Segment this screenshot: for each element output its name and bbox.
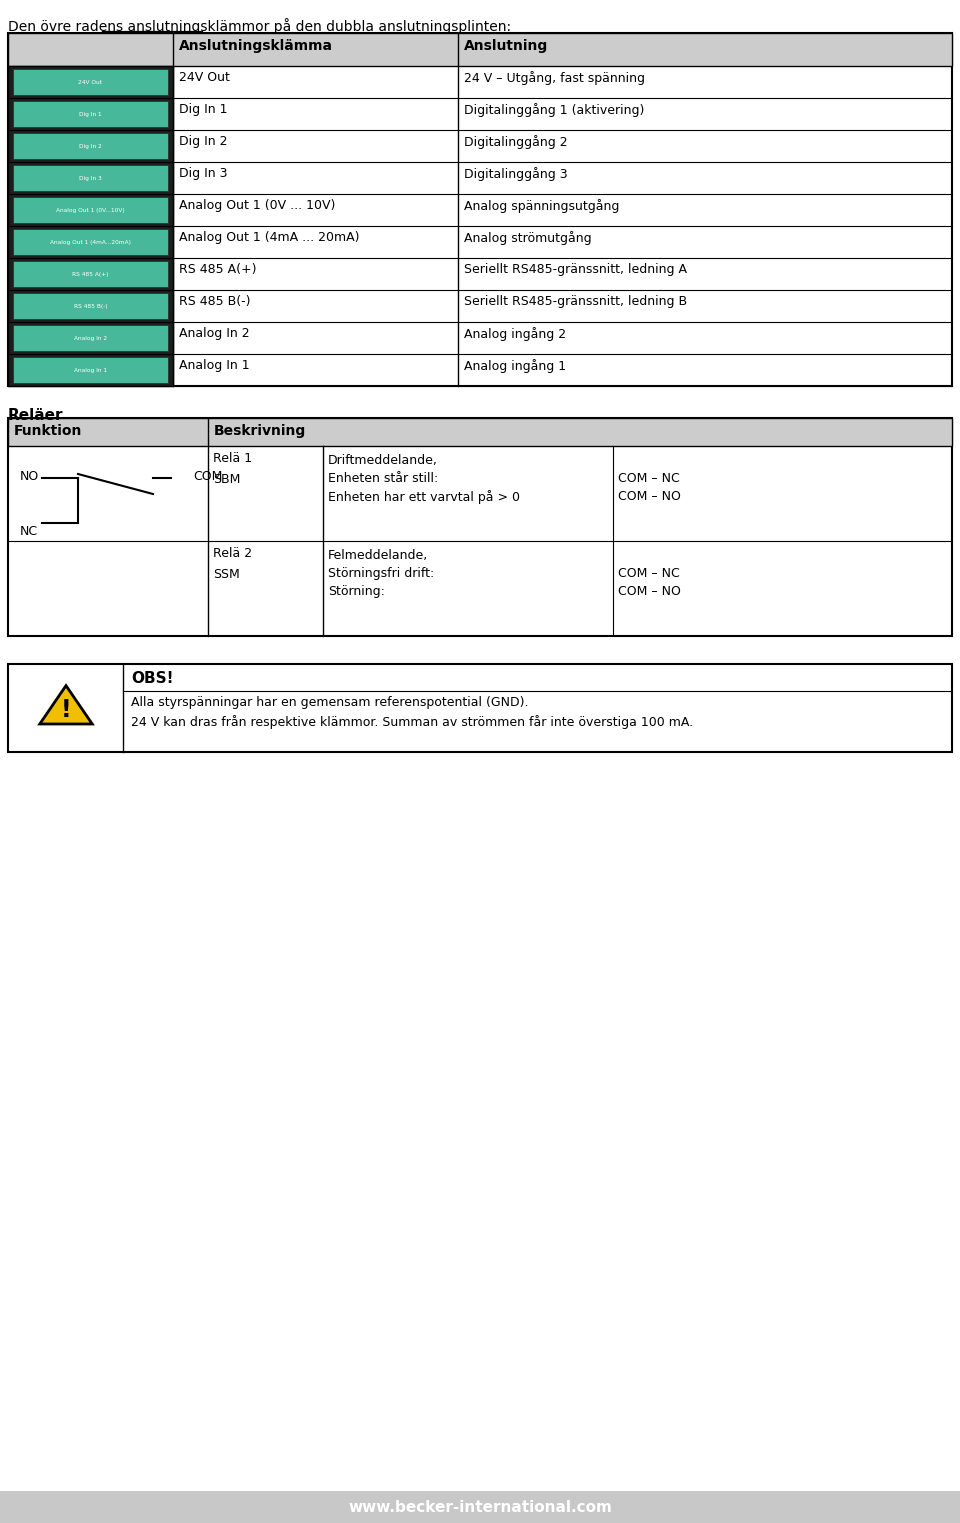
Bar (8, 417, 952, 446)
Text: Relä 1
SBM: Relä 1 SBM (213, 452, 252, 486)
Text: COM: COM (193, 469, 223, 483)
Text: Dig In 3: Dig In 3 (179, 168, 228, 180)
Bar (13, 324, 168, 350)
Text: Relä 2
SSM: Relä 2 SSM (213, 547, 252, 580)
Text: Funktion: Funktion (14, 423, 83, 439)
Text: Anslutning: Anslutning (464, 40, 548, 53)
Text: OBS!: OBS! (131, 672, 174, 685)
Text: Beskrivning: Beskrivning (214, 423, 306, 439)
Text: Dig In 1: Dig In 1 (179, 104, 228, 116)
Text: Felmeddelande,: Felmeddelande, (328, 548, 428, 562)
Text: RS 485 A(+): RS 485 A(+) (179, 263, 256, 276)
Bar (8, 34, 952, 385)
Text: !: ! (60, 698, 71, 722)
Text: Analog In 2: Analog In 2 (74, 335, 108, 341)
Text: Digitalinggång 2: Digitalinggång 2 (464, 136, 567, 149)
Text: NC: NC (20, 525, 38, 538)
Bar (13, 69, 168, 94)
Text: Analog spänningsutgång: Analog spänningsutgång (464, 200, 619, 213)
Text: Seriellt RS485-gränssnitt, ledning B: Seriellt RS485-gränssnitt, ledning B (464, 295, 687, 308)
Bar (13, 196, 168, 222)
Text: 24V Out: 24V Out (179, 72, 229, 84)
Text: www.becker-international.com: www.becker-international.com (348, 1500, 612, 1514)
Text: Anslutningsklämma: Anslutningsklämma (179, 40, 333, 53)
Text: Analog Out 1 (0V ... 10V): Analog Out 1 (0V ... 10V) (179, 200, 335, 212)
Bar (8, 417, 952, 637)
Bar (13, 260, 168, 286)
Bar (13, 292, 168, 318)
Text: Reläer: Reläer (8, 408, 63, 423)
Polygon shape (39, 685, 92, 723)
Text: COM – NC: COM – NC (618, 567, 680, 580)
Text: Dig In 1: Dig In 1 (79, 111, 102, 116)
Text: COM – NO: COM – NO (618, 490, 681, 503)
Text: Enheten står still:: Enheten står still: (328, 472, 439, 484)
Bar (8, 664, 952, 752)
Text: Digitalinggång 3: Digitalinggång 3 (464, 168, 567, 181)
Text: Analog In 2: Analog In 2 (179, 327, 250, 340)
Text: Analog strömutgång: Analog strömutgång (464, 231, 591, 245)
Bar (13, 356, 168, 382)
Text: Dig In 2: Dig In 2 (179, 136, 228, 148)
Text: Analog In 1: Analog In 1 (74, 367, 107, 373)
Bar (13, 133, 168, 158)
Text: COM – NC: COM – NC (618, 472, 680, 484)
Text: Dig In 2: Dig In 2 (79, 143, 102, 149)
Text: Analog ingång 2: Analog ingång 2 (464, 327, 566, 341)
Text: Enheten har ett varvtal på > 0: Enheten har ett varvtal på > 0 (328, 490, 520, 504)
Text: Dig In 3: Dig In 3 (79, 175, 102, 181)
Bar (13, 164, 168, 190)
Text: Digitalinggång 1 (aktivering): Digitalinggång 1 (aktivering) (464, 104, 644, 117)
Text: Analog ingång 1: Analog ingång 1 (464, 359, 566, 373)
Text: 24 V kan dras från respektive klämmor. Summan av strömmen får inte överstiga 100: 24 V kan dras från respektive klämmor. S… (131, 714, 693, 730)
Text: Störningsfri drift:: Störningsfri drift: (328, 567, 434, 580)
Text: COM – NO: COM – NO (618, 585, 681, 599)
Text: Analog Out 1 (4mA...20mA): Analog Out 1 (4mA...20mA) (50, 239, 131, 245)
Text: Alla styrspänningar har en gemensam referenspotential (GND).: Alla styrspänningar har en gemensam refe… (131, 696, 529, 710)
Text: Analog Out 1 (4mA ... 20mA): Analog Out 1 (4mA ... 20mA) (179, 231, 359, 244)
Text: 24V Out: 24V Out (79, 79, 103, 84)
Text: Analog In 1: Analog In 1 (179, 359, 250, 372)
Text: NO: NO (20, 469, 39, 483)
Text: Den övre radens anslutningsklämmor på den dubbla anslutningsplinten:: Den övre radens anslutningsklämmor på de… (8, 18, 511, 34)
Bar (0, 1491, 960, 1523)
Text: RS 485 B(-): RS 485 B(-) (179, 295, 251, 308)
Text: 24 V – Utgång, fast spänning: 24 V – Utgång, fast spänning (464, 72, 645, 85)
Text: Seriellt RS485-gränssnitt, ledning A: Seriellt RS485-gränssnitt, ledning A (464, 263, 687, 276)
Bar (13, 101, 168, 126)
Text: RS 485 B(-): RS 485 B(-) (74, 303, 108, 309)
Text: Driftmeddelande,: Driftmeddelande, (328, 454, 438, 468)
Text: RS 485 A(+): RS 485 A(+) (72, 271, 108, 277)
Bar (8, 34, 952, 65)
Bar (13, 228, 168, 254)
Text: Analog Out 1 (0V...10V): Analog Out 1 (0V...10V) (56, 207, 125, 213)
Text: Störning:: Störning: (328, 585, 385, 599)
Bar (8, 65, 173, 385)
